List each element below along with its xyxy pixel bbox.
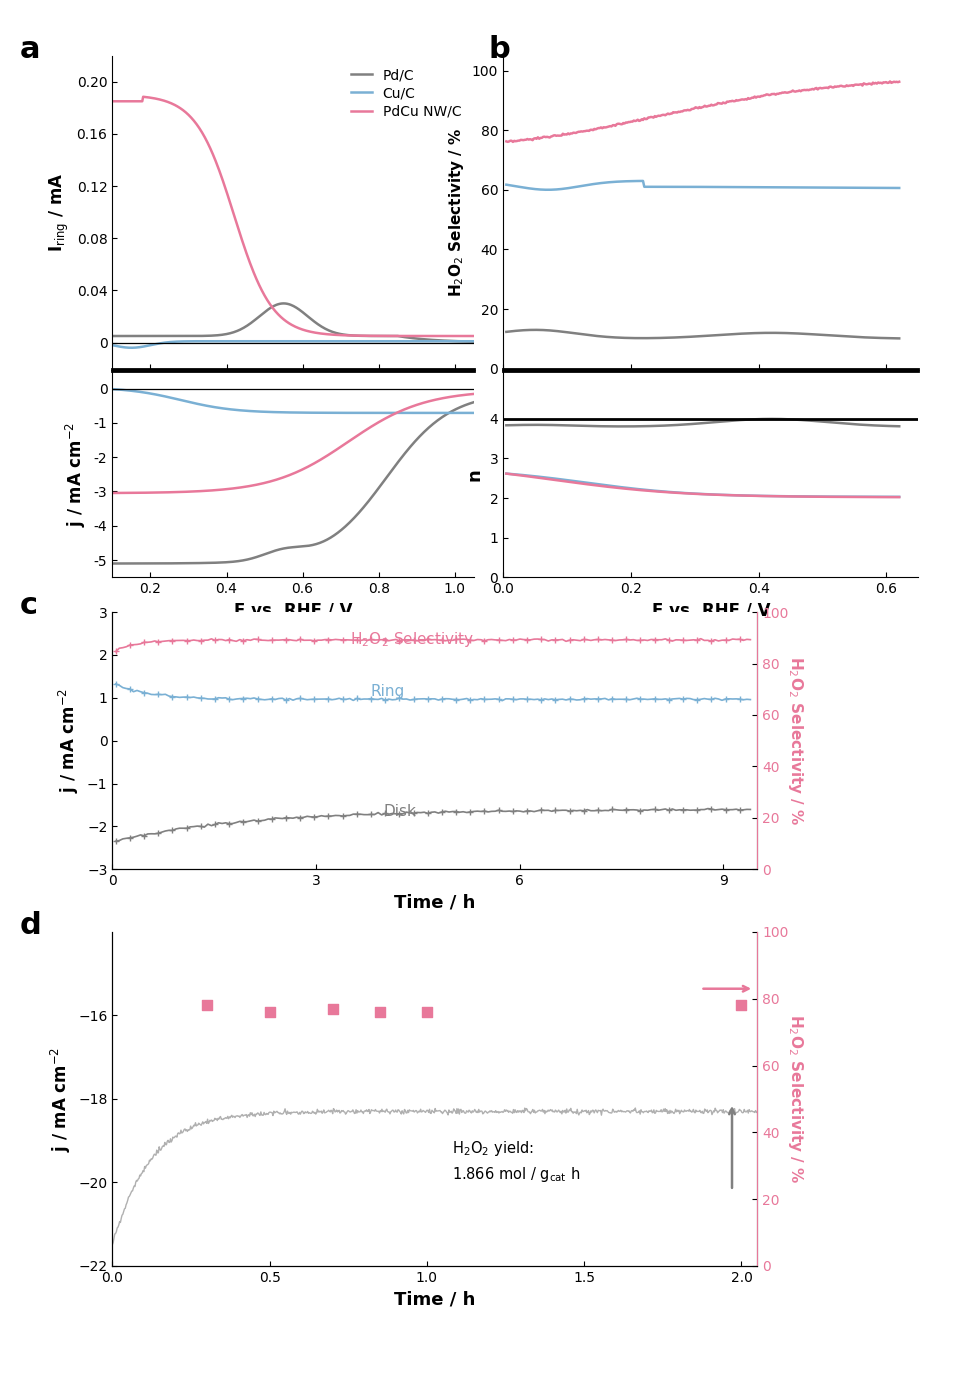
Text: b: b xyxy=(488,35,510,64)
X-axis label: Time / h: Time / h xyxy=(394,894,476,911)
X-axis label: Time / h: Time / h xyxy=(394,1291,476,1308)
Y-axis label: j / mA cm$^{-2}$: j / mA cm$^{-2}$ xyxy=(64,421,88,527)
Point xyxy=(199,995,215,1017)
Point xyxy=(372,1002,388,1024)
Y-axis label: j / mA cm$^{-2}$: j / mA cm$^{-2}$ xyxy=(49,1046,72,1152)
Y-axis label: H$_2$O$_2$ Selectivity / %: H$_2$O$_2$ Selectivity / % xyxy=(786,1014,805,1184)
Legend: Pd/C, Cu/C, PdCu NW/C: Pd/C, Cu/C, PdCu NW/C xyxy=(345,63,467,124)
Text: c: c xyxy=(20,591,37,620)
Text: H$_2$O$_2$ yield:
1.866 mol / g$_{\rm cat}$ h: H$_2$O$_2$ yield: 1.866 mol / g$_{\rm ca… xyxy=(452,1139,580,1184)
Y-axis label: I$_{\rm ring}$ / mA: I$_{\rm ring}$ / mA xyxy=(48,172,71,252)
X-axis label: E vs. RHE / V: E vs. RHE / V xyxy=(234,602,353,619)
Y-axis label: H$_2$O$_2$ Selectivity / %: H$_2$O$_2$ Selectivity / % xyxy=(786,657,805,825)
Y-axis label: n: n xyxy=(466,467,484,481)
Y-axis label: H$_2$O$_2$ Selectivity / %: H$_2$O$_2$ Selectivity / % xyxy=(447,128,466,296)
Text: d: d xyxy=(20,911,41,940)
Point xyxy=(419,1002,435,1024)
Text: H$_2$O$_2$ Selectivity: H$_2$O$_2$ Selectivity xyxy=(350,630,474,650)
Text: Ring: Ring xyxy=(370,683,404,698)
Text: Disk: Disk xyxy=(384,804,417,819)
Point xyxy=(324,997,340,1020)
Y-axis label: j / mA cm$^{-2}$: j / mA cm$^{-2}$ xyxy=(58,689,81,793)
X-axis label: E vs. RHE / V: E vs. RHE / V xyxy=(652,602,770,619)
Point xyxy=(262,1002,277,1024)
Point xyxy=(734,995,749,1017)
Text: a: a xyxy=(20,35,40,64)
